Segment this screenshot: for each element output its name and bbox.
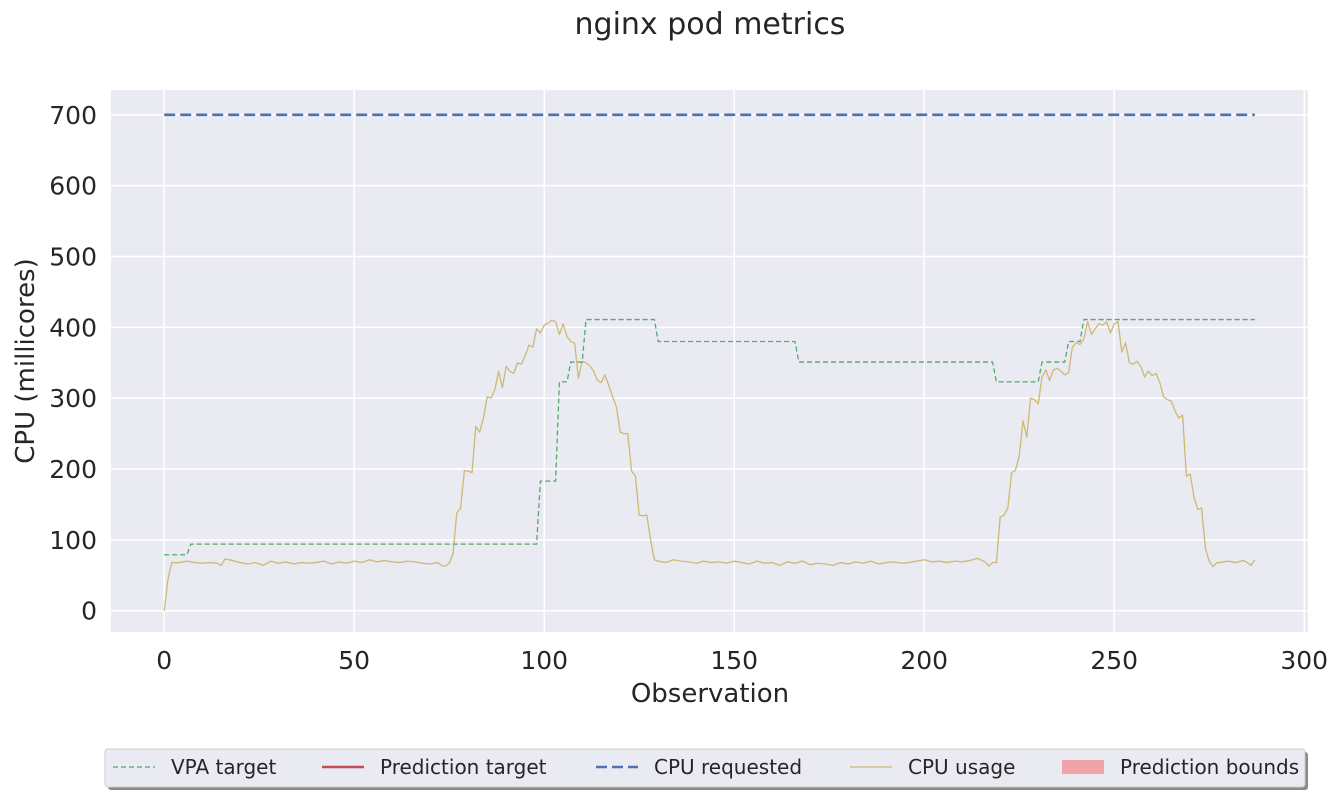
x-tick-label: 300 bbox=[1280, 646, 1328, 675]
legend-item: Prediction bounds bbox=[1062, 755, 1299, 779]
y-tick-label: 100 bbox=[49, 526, 97, 555]
legend-item: Prediction target bbox=[322, 755, 547, 779]
y-axis-label: CPU (millicores) bbox=[11, 258, 41, 464]
legend-label: VPA target bbox=[171, 755, 276, 779]
x-tick-label: 200 bbox=[900, 646, 948, 675]
series-line-vpa-target bbox=[164, 318, 1255, 556]
legend-label: Prediction bounds bbox=[1120, 755, 1299, 779]
legend-item: CPU usage bbox=[850, 755, 1015, 779]
legend-label: CPU usage bbox=[908, 755, 1015, 779]
x-tick-label: 250 bbox=[1090, 646, 1138, 675]
x-tick-label: 0 bbox=[156, 646, 172, 675]
series-layer bbox=[163, 113, 1256, 611]
y-tick-label: 500 bbox=[49, 242, 97, 271]
y-tick-label: 400 bbox=[49, 313, 97, 342]
y-tick-label: 700 bbox=[49, 101, 97, 130]
legend-box bbox=[104, 748, 1306, 788]
x-tick-label: 150 bbox=[710, 646, 758, 675]
y-tick-label: 200 bbox=[49, 455, 97, 484]
plot-area bbox=[111, 90, 1308, 632]
legend-label: Prediction target bbox=[380, 755, 547, 779]
chart-title: nginx pod metrics bbox=[575, 7, 846, 42]
series-line-cpu-usage bbox=[163, 319, 1256, 611]
x-tick-label: 100 bbox=[520, 646, 568, 675]
legend: VPA target Prediction target CPU requested… bbox=[104, 748, 1308, 790]
legend-item: VPA target bbox=[113, 755, 276, 779]
y-tick-label: 300 bbox=[49, 384, 97, 413]
legend-label: CPU requested bbox=[654, 755, 802, 779]
y-tick-label: 0 bbox=[81, 597, 97, 626]
x-tick-labels: 0 50 100 150 200 250 300 bbox=[156, 646, 1328, 675]
x-tick-label: 50 bbox=[338, 646, 370, 675]
x-axis-label: Observation bbox=[631, 679, 789, 709]
legend-swatch bbox=[1062, 760, 1104, 774]
y-tick-label: 600 bbox=[49, 172, 97, 201]
legend-item: CPU requested bbox=[596, 755, 802, 779]
y-tick-labels: 0 100 200 300 400 500 600 700 bbox=[49, 101, 97, 626]
